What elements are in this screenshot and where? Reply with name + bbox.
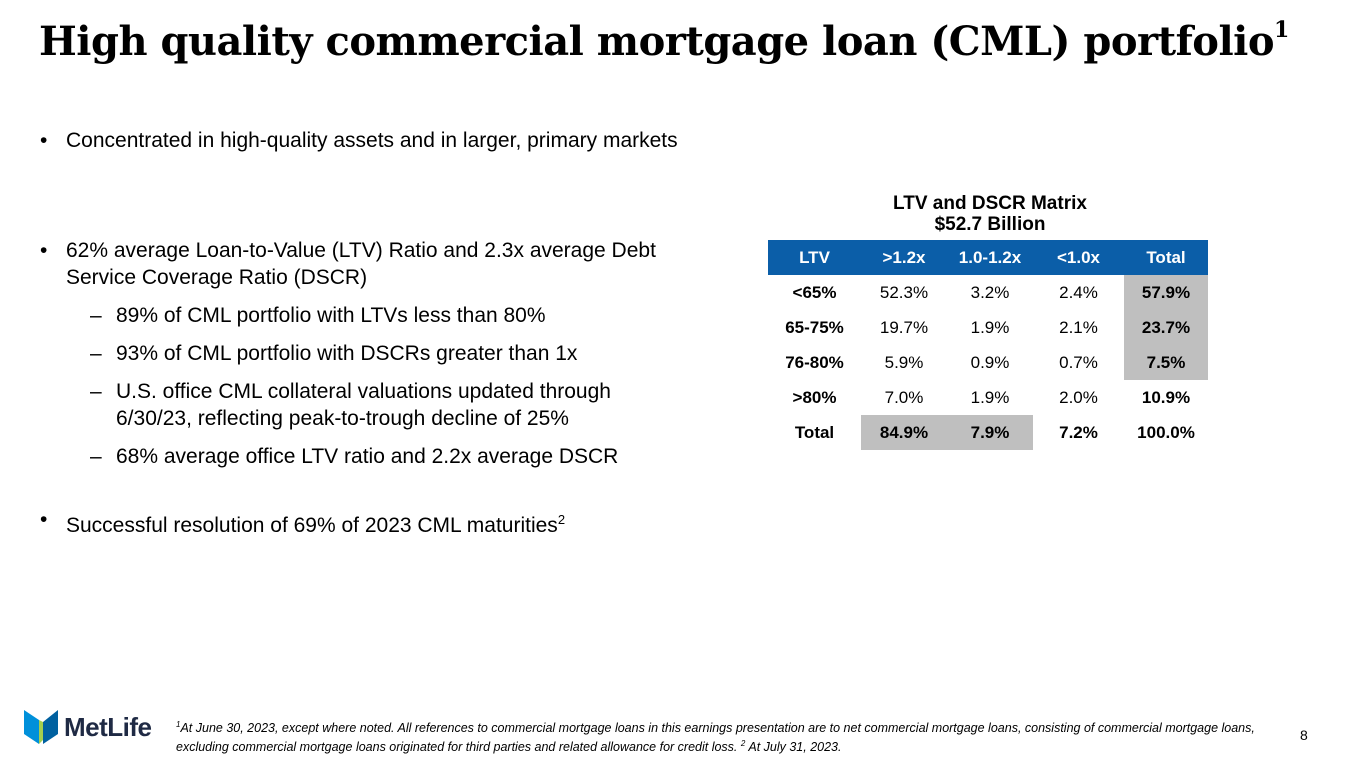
matrix-title: LTV and DSCR Matrix $52.7 Billion <box>830 193 1150 235</box>
row-label: 76-80% <box>785 352 844 372</box>
sub-bullet-item: – U.S. office CML collateral valuations u… <box>90 380 611 430</box>
header-gt-1-2x: >1.2x <box>861 240 947 275</box>
row-total: 23.7% <box>1124 310 1208 345</box>
bullet-marker: • <box>40 508 48 531</box>
table-cell: 52.3% <box>879 282 929 302</box>
table-cell: 7.0% <box>884 387 924 407</box>
sub-bullet-item: –89% of CML portfolio with LTVs less tha… <box>90 304 546 327</box>
table-row: 76-80% 5.9% 0.9% 0.7% 7.5% <box>768 345 1208 380</box>
table-row: >80% 7.0% 1.9% 2.0% 10.9% <box>768 380 1208 415</box>
header-ltv: LTV <box>768 240 861 275</box>
row-label: Total <box>794 422 835 442</box>
row-label: 65-75% <box>785 317 844 337</box>
ltv-dscr-matrix-table: LTV >1.2x 1.0-1.2x <1.0x Total <65% 52.3… <box>768 240 1208 450</box>
grand-total: 100.0% <box>1137 422 1195 442</box>
table-row: <65% 52.3% 3.2% 2.4% 57.9% <box>768 275 1208 310</box>
row-total: 10.9% <box>1141 387 1191 407</box>
table-cell: 0.9% <box>970 352 1010 372</box>
column-total: 84.9% <box>861 415 947 450</box>
table-cell: 2.4% <box>1059 282 1098 302</box>
row-total: 57.9% <box>1124 275 1208 310</box>
row-label: >80% <box>792 387 837 407</box>
table-cell: 3.2% <box>970 282 1010 302</box>
table-cell: 0.7% <box>1059 352 1098 372</box>
metlife-logo-icon <box>24 710 58 744</box>
header-lt-1-0x: <1.0x <box>1033 240 1124 275</box>
table-cell: 1.9% <box>970 317 1010 337</box>
bullet-item: • 62% average Loan-to-Value (LTV) Ratio a… <box>40 237 720 470</box>
table-cell: 5.9% <box>884 352 924 372</box>
header-total: Total <box>1124 240 1208 275</box>
table-total-row: Total 84.9% 7.9% 7.2% 100.0% <box>768 415 1208 450</box>
sub-bullet-item: –68% average office LTV ratio and 2.2x a… <box>90 445 619 468</box>
bullet-item: • Concentrated in high-quality assets and… <box>40 129 678 152</box>
table-row: 65-75% 19.7% 1.9% 2.1% 23.7% <box>768 310 1208 345</box>
table-cell: 1.9% <box>970 387 1010 407</box>
bullet-marker: • <box>40 239 48 262</box>
row-total: 7.5% <box>1124 345 1208 380</box>
bullet-marker: • <box>40 129 48 152</box>
sub-bullet-item: –93% of CML portfolio with DSCRs greater… <box>90 342 578 365</box>
bullet-item: • Successful resolution of 69% of 2023 CM… <box>40 508 566 537</box>
table-cell: 2.1% <box>1059 317 1098 337</box>
row-label: <65% <box>792 282 837 302</box>
table-cell: 19.7% <box>879 317 929 337</box>
column-total: 7.2% <box>1059 422 1098 442</box>
table-cell: 2.0% <box>1059 387 1098 407</box>
column-total: 7.9% <box>947 415 1033 450</box>
table-header-row: LTV >1.2x 1.0-1.2x <1.0x Total <box>768 240 1208 275</box>
logo-text: MetLife <box>64 711 152 742</box>
page-title: High quality commercial mortgage loan (C… <box>39 16 1289 65</box>
matrix-subtitle: $52.7 Billion <box>934 214 1046 235</box>
metlife-logo: MetLife <box>24 710 152 744</box>
header-1-0-1-2x: 1.0-1.2x <box>947 240 1033 275</box>
footnote: 1At June 30, 2023, except where noted. A… <box>176 720 1255 755</box>
page-number: 8 <box>1300 727 1308 743</box>
